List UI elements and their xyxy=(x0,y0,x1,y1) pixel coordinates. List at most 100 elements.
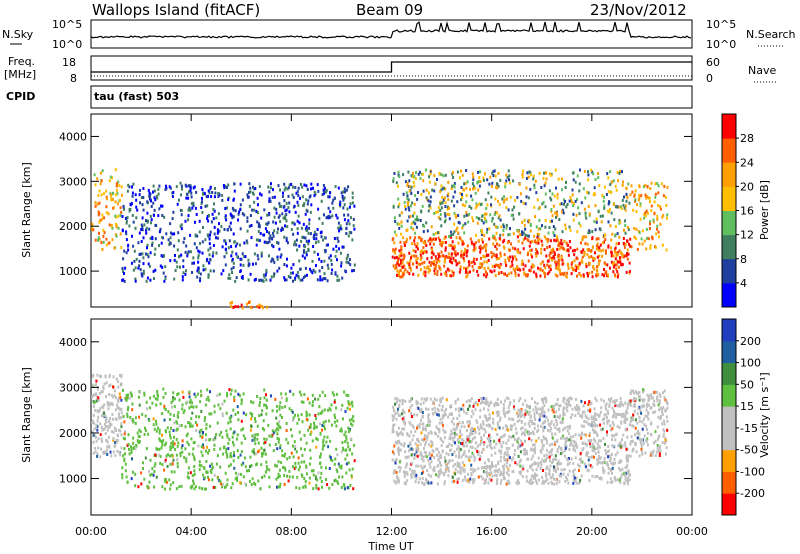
heatmap-cell xyxy=(591,474,594,478)
heatmap-cell xyxy=(604,404,607,408)
heatmap-cell xyxy=(456,438,459,442)
heatmap-cell xyxy=(482,470,485,473)
heatmap-cell xyxy=(234,244,237,248)
heatmap-cell xyxy=(509,255,512,259)
heatmap-cell xyxy=(103,427,106,431)
heatmap-cell xyxy=(235,276,238,280)
heatmap-cell xyxy=(503,253,506,257)
heatmap-cell xyxy=(258,449,261,453)
heatmap-cell xyxy=(592,429,595,433)
heatmap-cell xyxy=(518,233,521,237)
heatmap-cell xyxy=(495,469,498,473)
heatmap-cell xyxy=(217,195,220,198)
heatmap-cell xyxy=(92,383,94,387)
heatmap-cell xyxy=(185,460,188,464)
heatmap-cell xyxy=(647,237,650,241)
heatmap-cell xyxy=(345,471,348,475)
heatmap-cell xyxy=(261,409,264,413)
heatmap-cell xyxy=(351,238,354,242)
heatmap-cell xyxy=(281,212,284,216)
heatmap-cell xyxy=(582,248,585,252)
heatmap-cell xyxy=(573,445,576,449)
heatmap-cell xyxy=(539,267,542,271)
heatmap-cell xyxy=(202,226,204,229)
heatmap-cell xyxy=(297,203,300,207)
heatmap-cell xyxy=(269,278,272,282)
heatmap-cell xyxy=(599,214,602,218)
heatmap-cell xyxy=(471,265,474,268)
heatmap-cell xyxy=(572,212,575,216)
heatmap-cell xyxy=(155,194,158,198)
heatmap-cell xyxy=(169,418,171,421)
heatmap-cell xyxy=(509,265,512,269)
heatmap-cell xyxy=(288,201,291,205)
heatmap-cell xyxy=(560,238,563,242)
heatmap-cell xyxy=(517,273,520,277)
heatmap-cell xyxy=(143,391,146,395)
heatmap-cell xyxy=(403,242,406,246)
heatmap-cell xyxy=(545,171,547,175)
heatmap-cell xyxy=(275,416,278,420)
heatmap-cell xyxy=(154,268,157,272)
heatmap-cell xyxy=(232,208,235,212)
heatmap-cell xyxy=(311,259,314,263)
heatmap-cell xyxy=(392,408,395,412)
heatmap-cell xyxy=(572,171,575,175)
heatmap-cell xyxy=(201,487,203,491)
heatmap-cell xyxy=(472,260,475,263)
heatmap-cell xyxy=(441,424,444,428)
heatmap-cell xyxy=(343,203,346,207)
heatmap-cell xyxy=(297,414,300,418)
heatmap-cell xyxy=(202,446,205,450)
heatmap-cell xyxy=(209,469,212,473)
heatmap-cell xyxy=(149,473,152,477)
heatmap-cell xyxy=(227,183,230,187)
heatmap-cell xyxy=(110,198,113,202)
heatmap-cell xyxy=(548,226,551,229)
heatmap-cell xyxy=(565,274,568,278)
heatmap-cell xyxy=(601,466,604,470)
heatmap-cell xyxy=(511,246,514,250)
heatmap-cell xyxy=(349,263,352,267)
heatmap-cell xyxy=(320,230,323,234)
heatmap-cell xyxy=(328,486,331,490)
heatmap-cell xyxy=(583,207,586,211)
heatmap-cell xyxy=(323,272,326,276)
heatmap-cell xyxy=(497,403,500,407)
heatmap-cell xyxy=(441,201,444,205)
heatmap-cell xyxy=(522,402,524,406)
heatmap-cell xyxy=(163,468,166,472)
heatmap-cell xyxy=(351,467,354,471)
heatmap-cell xyxy=(115,441,118,445)
heatmap-cell xyxy=(413,239,416,243)
heatmap-cell xyxy=(410,475,413,479)
heatmap-cell xyxy=(190,191,193,195)
heatmap-cell xyxy=(351,269,354,273)
heatmap-cell xyxy=(134,277,137,281)
heatmap-cell xyxy=(201,200,203,204)
heatmap-cell xyxy=(461,242,464,246)
heatmap-cell xyxy=(408,399,411,403)
heatmap-cell xyxy=(592,256,594,260)
heatmap-cell xyxy=(398,213,401,217)
heatmap-cell xyxy=(466,274,469,278)
heatmap-cell xyxy=(492,234,494,238)
heatmap-cell xyxy=(160,446,163,450)
heatmap-cell xyxy=(494,174,497,178)
heatmap-cell xyxy=(443,410,446,414)
heatmap-cell xyxy=(125,475,128,479)
heatmap-cell xyxy=(203,419,206,423)
heatmap-cell xyxy=(154,397,157,401)
heatmap-cell xyxy=(102,386,105,390)
heatmap-cell xyxy=(529,466,532,470)
heatmap-cell xyxy=(183,456,186,459)
heatmap-cell xyxy=(195,213,198,216)
heatmap-cell xyxy=(516,249,519,253)
heatmap-cell xyxy=(294,465,297,469)
heatmap-cell xyxy=(522,467,525,471)
heatmap-cell xyxy=(306,209,309,213)
heatmap-cell xyxy=(405,229,408,232)
heatmap-cell xyxy=(555,211,558,215)
heatmap-cell xyxy=(132,420,135,424)
heatmap-cell xyxy=(126,216,129,220)
